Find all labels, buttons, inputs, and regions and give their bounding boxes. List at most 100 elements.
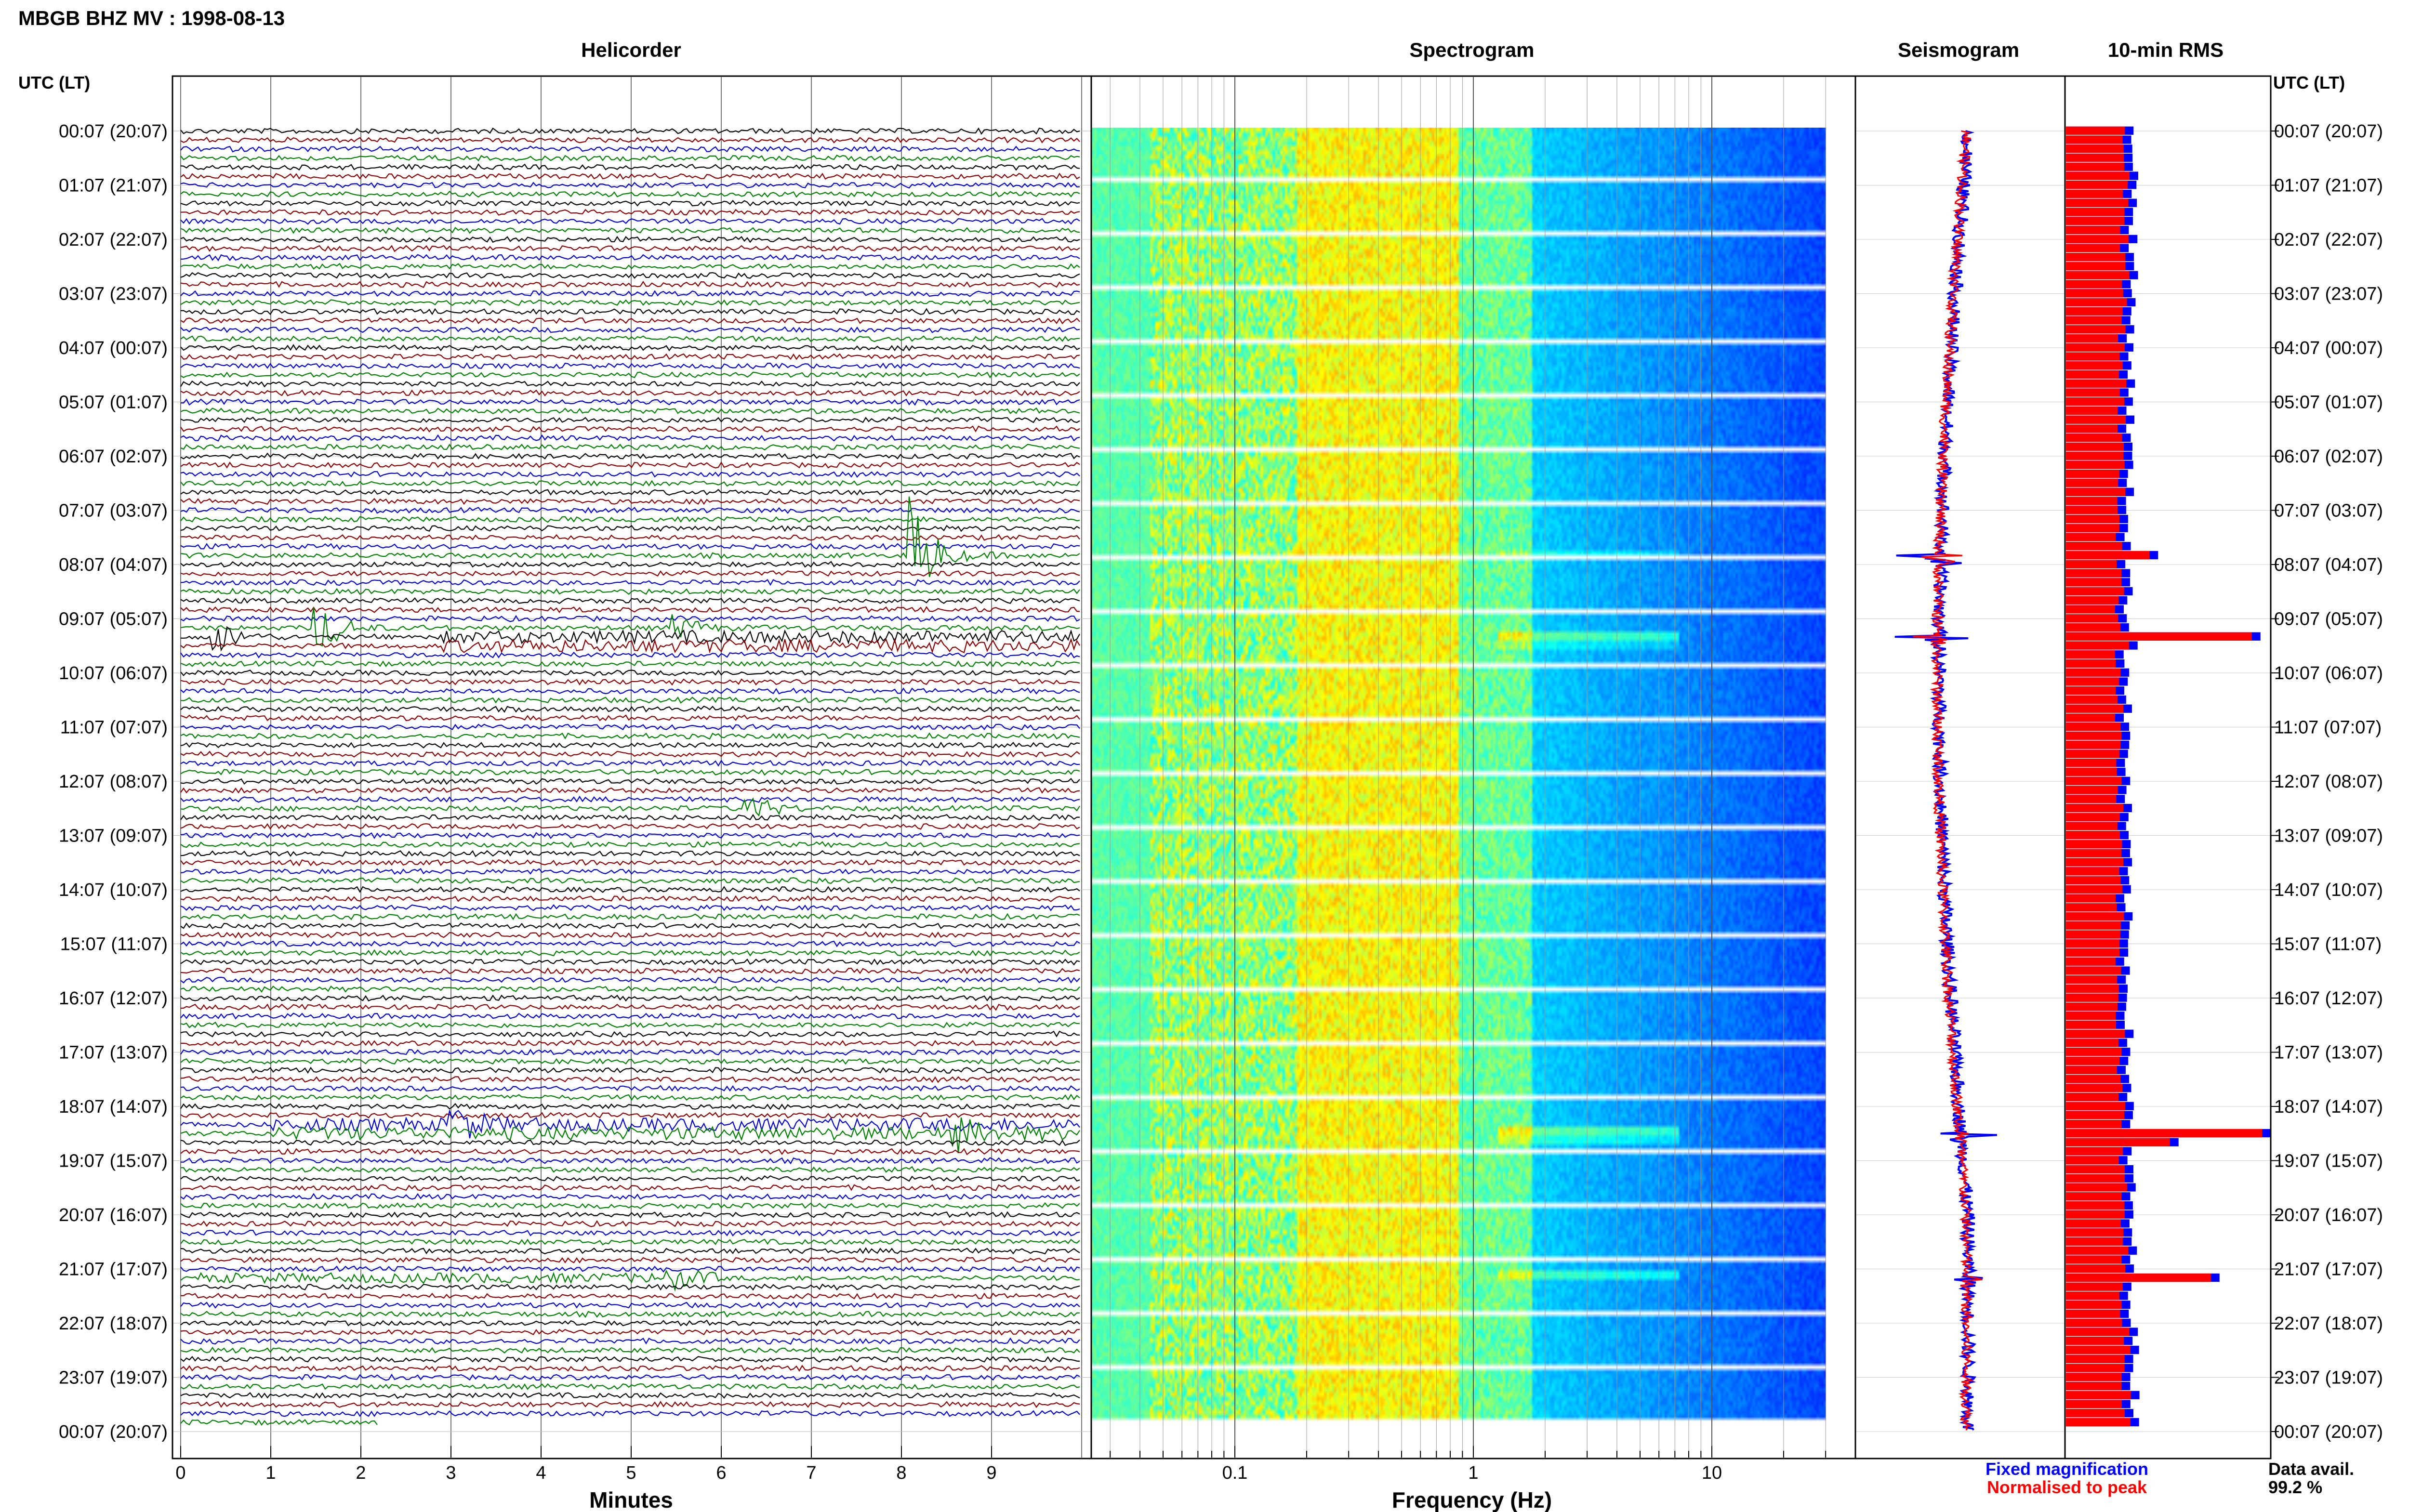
helicorder-trace — [180, 227, 1080, 234]
helicorder-trace — [180, 209, 1080, 216]
time-label: 01:07 (21:07) — [59, 176, 168, 196]
rms-bar-normalised — [2066, 767, 2117, 776]
helicorder-trace — [180, 488, 1080, 496]
rms-bar-normalised — [2066, 569, 2122, 578]
rms-bar-normalised — [2066, 966, 2121, 975]
helicorder-trace — [180, 362, 1080, 369]
helicorder-trace — [180, 452, 1080, 460]
helicorder-trace — [180, 823, 1080, 830]
data-availability-value: 99.2 % — [2268, 1477, 2322, 1497]
rms-bar-normalised — [2066, 1147, 2123, 1156]
rms-bar-normalised — [2066, 1354, 2125, 1363]
rms-bar-normalised — [2066, 623, 2120, 632]
time-label: 19:07 (15:07) — [59, 1151, 168, 1171]
rms-bar-normalised — [2066, 1002, 2118, 1011]
rms-bar-normalised — [2066, 208, 2125, 216]
helicorder-trace — [180, 389, 1080, 397]
rms-bar-normalised — [2066, 1237, 2123, 1246]
rms-bar-normalised — [2066, 1400, 2122, 1408]
helicorder-trace — [180, 687, 1080, 695]
helicorder-trace — [180, 1392, 1080, 1399]
time-label: 05:07 (01:07) — [59, 393, 168, 413]
rms-bar-normalised — [2066, 388, 2120, 397]
rms-title: 10-min RMS — [2108, 39, 2224, 61]
helicorder-trace — [180, 637, 1080, 654]
helicorder-panel — [172, 77, 1091, 1458]
helicorder-trace — [180, 317, 1080, 325]
helicorder-trace — [180, 651, 1080, 658]
rms-bar-normalised — [2066, 713, 2116, 722]
helicorder-trace — [180, 750, 1080, 758]
rms-bar-normalised — [2066, 171, 2130, 180]
rms-bar-normalised — [2066, 1301, 2122, 1309]
minute-tick-label: 9 — [986, 1463, 996, 1483]
helicorder-trace — [180, 895, 1080, 902]
rms-bar-normalised — [2066, 858, 2124, 867]
helicorder-trace — [180, 832, 1080, 840]
helicorder-trace — [180, 1283, 1080, 1291]
rms-bar-normalised — [2066, 993, 2118, 1002]
helicorder-trace — [180, 308, 1080, 316]
rms-bar-normalised — [2066, 1138, 2170, 1146]
rms-bar-normalised — [2066, 668, 2121, 677]
helicorder-trace — [180, 1319, 1080, 1327]
rms-bar-normalised — [2066, 731, 2122, 740]
helicorder-trace — [180, 371, 1080, 379]
helicorder-trace — [180, 272, 1080, 279]
helicorder-trace — [180, 1049, 1080, 1056]
rms-bar-normalised — [2066, 894, 2116, 903]
helicorder-trace — [180, 841, 1080, 848]
rms-bar-normalised — [2066, 695, 2118, 704]
time-label: 12:07 (08:07) — [59, 772, 168, 792]
time-label-right: 01:07 (21:07) — [2274, 176, 2383, 196]
rms-bar-normalised — [2066, 1228, 2124, 1237]
rms-bar-normalised — [2066, 948, 2120, 957]
helicorder-trace — [180, 218, 1080, 225]
helicorder-trace — [180, 1247, 1080, 1255]
rms-bar-normalised — [2066, 831, 2120, 840]
helicorder-trace — [180, 1193, 1080, 1200]
rms-bar-normalised — [2066, 497, 2118, 505]
rms-bar-normalised — [2066, 1373, 2122, 1381]
helicorder-trace — [180, 154, 1080, 162]
rms-bar-normalised — [2066, 1309, 2120, 1318]
helicorder-trace — [180, 561, 1080, 568]
helicorder-trace — [180, 344, 1080, 352]
helicorder-trace — [180, 976, 1080, 984]
spectrogram-panel — [1091, 76, 1856, 1459]
helicorder-trace — [180, 797, 1080, 817]
rms-bar-normalised — [2066, 271, 2130, 279]
rms-bar-normalised — [2066, 334, 2118, 343]
rms-bar-normalised — [2066, 587, 2124, 596]
time-axis-label-right: UTC (LT) — [2273, 73, 2345, 92]
helicorder-trace — [180, 496, 1080, 578]
helicorder-trace — [180, 254, 1080, 262]
data-availability-label: Data avail. — [2268, 1459, 2354, 1479]
rms-bar-normalised — [2066, 533, 2116, 541]
time-label-right: 06:07 (02:07) — [2274, 447, 2383, 467]
rms-bar-normalised — [2066, 1264, 2125, 1273]
helicorder-trace — [180, 1337, 1080, 1345]
time-label: 00:07 (20:07) — [59, 1422, 168, 1442]
helicorder-trace — [180, 1269, 1080, 1292]
helicorder-trace — [180, 626, 1080, 652]
rms-frame — [2064, 75, 2272, 1459]
helicorder-trace — [180, 868, 1080, 875]
helicorder-trace — [180, 913, 1080, 920]
rms-bar-normalised — [2066, 1084, 2123, 1092]
rms-bar-normalised — [2066, 451, 2124, 460]
rms-bar-normalised — [2066, 1012, 2116, 1020]
rms-bar-normalised — [2066, 153, 2124, 162]
seismogram-fixed-trace — [1894, 130, 1998, 1431]
time-label: 06:07 (02:07) — [59, 447, 168, 467]
helicorder-trace — [180, 615, 1080, 622]
time-label: 02:07 (22:07) — [59, 230, 168, 250]
time-label: 03:07 (23:07) — [59, 284, 168, 304]
rms-bar-normalised — [2066, 253, 2125, 262]
time-label-right: 15:07 (11:07) — [2274, 934, 2382, 955]
helicorder-trace — [180, 1401, 1080, 1408]
time-label-right: 21:07 (17:07) — [2274, 1260, 2383, 1280]
seismogram-title: Seismogram — [1898, 39, 2019, 61]
rms-bar-normalised — [2066, 849, 2121, 857]
time-label-right: 00:07 (20:07) — [2274, 121, 2383, 142]
